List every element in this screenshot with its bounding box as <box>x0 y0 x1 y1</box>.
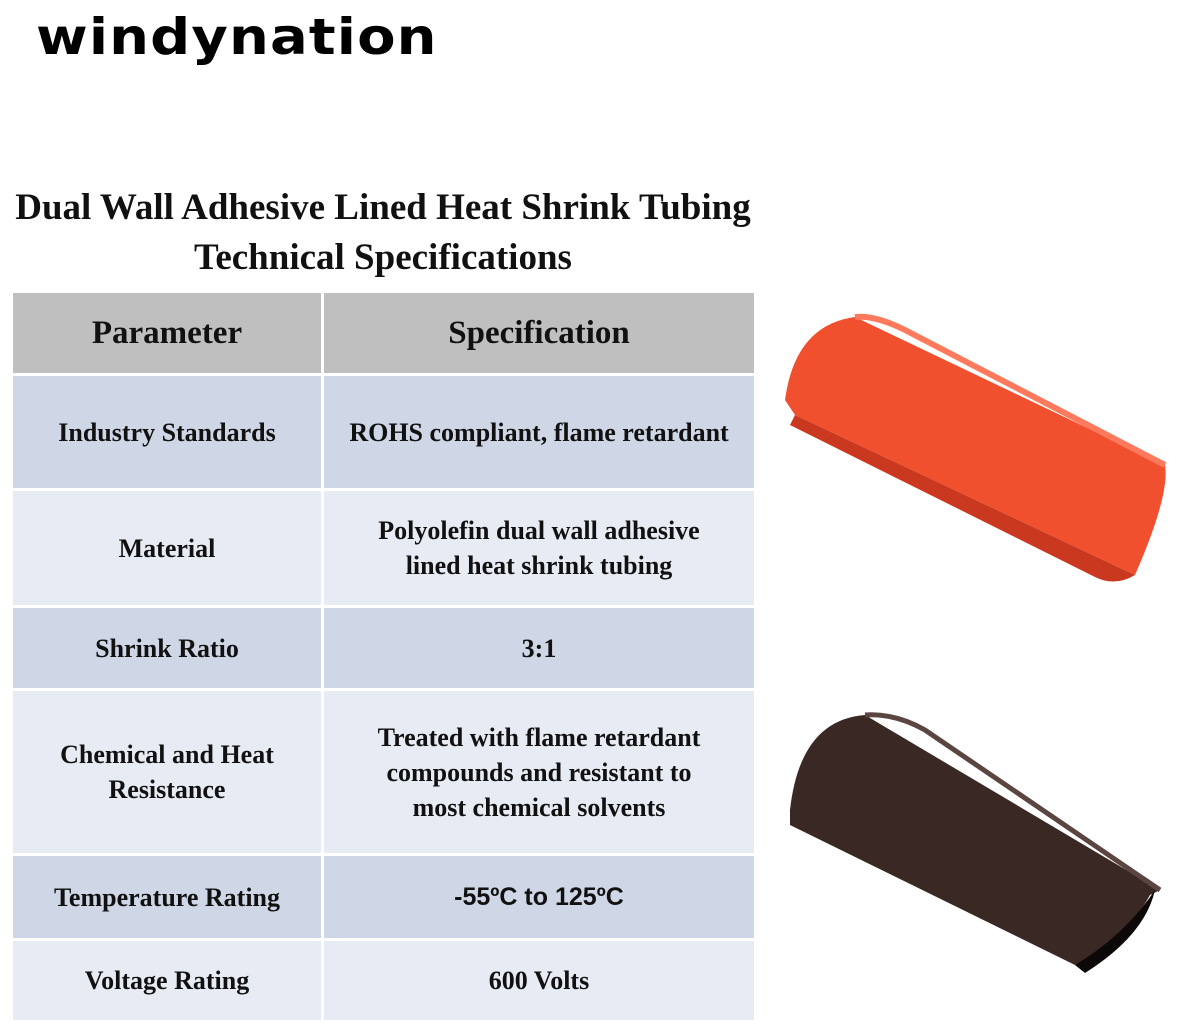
specification-cell: Treated with flame retardant compounds a… <box>324 688 754 853</box>
specification-cell: 3:1 <box>324 605 754 688</box>
spec-table: Parameter Specification Industry Standar… <box>13 293 754 1020</box>
table-row: Chemical and Heat Resistance Treated with… <box>13 688 754 853</box>
parameter-cell: Material <box>13 488 324 605</box>
parameter-cell: Chemical and Heat Resistance <box>13 688 324 853</box>
table-row: Temperature Rating -55ºC to 125ºC <box>13 853 754 938</box>
header-specification: Specification <box>324 293 754 373</box>
table-row: Shrink Ratio 3:1 <box>13 605 754 688</box>
red-heat-shrink-tube-image <box>785 313 1167 582</box>
header-parameter: Parameter <box>13 293 324 373</box>
page-title: Dual Wall Adhesive Lined Heat Shrink Tub… <box>15 187 751 278</box>
specification-cell: -55ºC to 125ºC <box>324 853 754 938</box>
table-row: Voltage Rating 600 Volts <box>13 938 754 1020</box>
windynation-logo: windynation <box>36 8 438 66</box>
parameter-cell: Voltage Rating <box>13 938 324 1020</box>
parameter-cell: Temperature Rating <box>13 853 324 938</box>
table-header: Parameter Specification <box>13 293 754 373</box>
black-heat-shrink-tube-image <box>790 712 1162 973</box>
specification-cell: 600 Volts <box>324 938 754 1020</box>
parameter-cell: Shrink Ratio <box>13 605 324 688</box>
specification-cell: ROHS compliant, flame retardant <box>324 373 754 488</box>
parameter-cell: Industry Standards <box>13 373 324 488</box>
specification-cell: Polyolefin dual wall adhesive lined heat… <box>324 488 754 605</box>
table-row: Industry Standards ROHS compliant, flame … <box>13 373 754 488</box>
table-row: Material Polyolefin dual wall adhesive li… <box>13 488 754 605</box>
